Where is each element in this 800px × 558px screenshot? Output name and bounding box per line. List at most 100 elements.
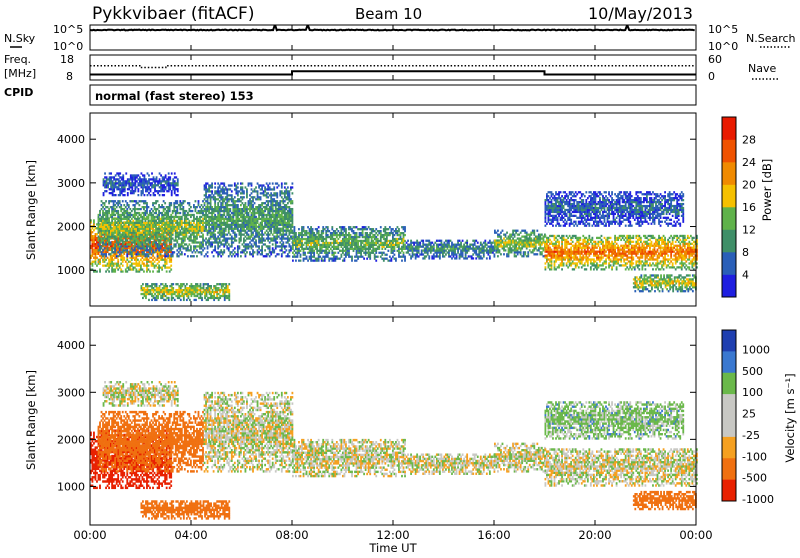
power-cell bbox=[183, 297, 185, 299]
power-cell bbox=[291, 182, 293, 184]
power-cell bbox=[281, 196, 283, 198]
power-cell bbox=[273, 251, 275, 253]
power-cell bbox=[318, 232, 320, 234]
power-cell bbox=[162, 297, 164, 299]
power-cell bbox=[240, 204, 242, 206]
power-cell bbox=[150, 291, 152, 293]
power-cell bbox=[131, 251, 133, 253]
power-cell bbox=[125, 206, 127, 208]
power-cell bbox=[152, 249, 154, 251]
power-cell bbox=[284, 200, 286, 202]
power-cell bbox=[155, 241, 157, 243]
power-cell bbox=[92, 265, 94, 267]
power-cell bbox=[135, 268, 137, 270]
power-cell bbox=[176, 220, 178, 222]
power-cell bbox=[243, 241, 245, 243]
power-cell bbox=[306, 246, 308, 248]
power-cell bbox=[266, 230, 268, 232]
power-cell bbox=[160, 247, 162, 249]
power-cell bbox=[187, 247, 189, 249]
power-cell bbox=[238, 190, 240, 192]
power-cell bbox=[176, 249, 178, 251]
power-cell bbox=[177, 283, 179, 285]
power-cell bbox=[185, 216, 187, 218]
power-cell bbox=[278, 235, 280, 237]
power-cell bbox=[102, 216, 104, 218]
power-cell bbox=[116, 235, 118, 237]
power-cell bbox=[304, 252, 306, 254]
power-cell bbox=[172, 253, 174, 255]
power-cell bbox=[176, 202, 178, 204]
power-cell bbox=[245, 255, 247, 257]
power-cell bbox=[179, 230, 181, 232]
power-cell bbox=[117, 268, 119, 270]
power-cell bbox=[267, 235, 269, 237]
power-cell bbox=[285, 232, 287, 234]
power-cell bbox=[192, 210, 194, 212]
power-cell bbox=[248, 247, 250, 249]
cpid-label: CPID bbox=[4, 86, 33, 99]
power-cell bbox=[196, 255, 198, 257]
power-cell bbox=[226, 245, 228, 247]
power-cell bbox=[234, 247, 236, 249]
power-cell bbox=[129, 208, 131, 210]
power-cell bbox=[231, 245, 233, 247]
power-cell bbox=[98, 216, 100, 218]
power-cell bbox=[246, 192, 248, 194]
power-cell bbox=[276, 182, 278, 184]
power-cell bbox=[365, 246, 367, 248]
power-cell bbox=[220, 208, 222, 210]
power-cell bbox=[243, 196, 245, 198]
power-cell bbox=[269, 247, 271, 249]
power-cell bbox=[287, 228, 289, 230]
power-cell bbox=[226, 234, 228, 236]
power-cell bbox=[224, 293, 226, 295]
power-cell bbox=[144, 287, 146, 289]
power-cell bbox=[99, 218, 101, 220]
power-cell bbox=[372, 240, 374, 242]
power-cell bbox=[107, 214, 109, 216]
power-cell bbox=[151, 234, 153, 236]
power-cell bbox=[219, 245, 221, 247]
power-cell bbox=[126, 259, 128, 261]
power-cell bbox=[154, 261, 156, 263]
power-cell bbox=[132, 245, 134, 247]
power-cell bbox=[113, 190, 115, 192]
power-cell bbox=[372, 228, 374, 230]
power-cell bbox=[202, 200, 204, 202]
power-cell bbox=[168, 172, 170, 174]
power-cell bbox=[225, 228, 227, 230]
power-cell bbox=[129, 266, 131, 268]
power-cell bbox=[261, 204, 263, 206]
power-cell bbox=[360, 252, 362, 254]
power-cell bbox=[324, 260, 326, 262]
power-cell bbox=[188, 204, 190, 206]
power-cell bbox=[147, 287, 149, 289]
power-cell bbox=[107, 218, 109, 220]
power-cell bbox=[315, 234, 317, 236]
power-cell bbox=[210, 293, 212, 295]
power-cell bbox=[312, 248, 314, 250]
power-cell bbox=[228, 255, 230, 257]
power-cell bbox=[231, 226, 233, 228]
power-cell bbox=[120, 216, 122, 218]
power-cell bbox=[214, 202, 216, 204]
power-cell bbox=[217, 182, 219, 184]
power-cell bbox=[282, 228, 284, 230]
power-cell bbox=[263, 192, 265, 194]
power-cell bbox=[104, 247, 106, 249]
power-cell bbox=[99, 263, 101, 265]
power-cell bbox=[214, 214, 216, 216]
power-cell bbox=[272, 208, 274, 210]
power-cell bbox=[176, 200, 178, 202]
power-cell bbox=[357, 242, 359, 244]
power-cell bbox=[290, 188, 292, 190]
power-cell bbox=[195, 239, 197, 241]
power-cell bbox=[111, 230, 113, 232]
power-cell bbox=[148, 268, 150, 270]
power-cell bbox=[210, 202, 212, 204]
power-cell bbox=[188, 232, 190, 234]
power-cell bbox=[147, 190, 149, 192]
power-cell bbox=[135, 257, 137, 259]
power-cell bbox=[183, 299, 185, 301]
